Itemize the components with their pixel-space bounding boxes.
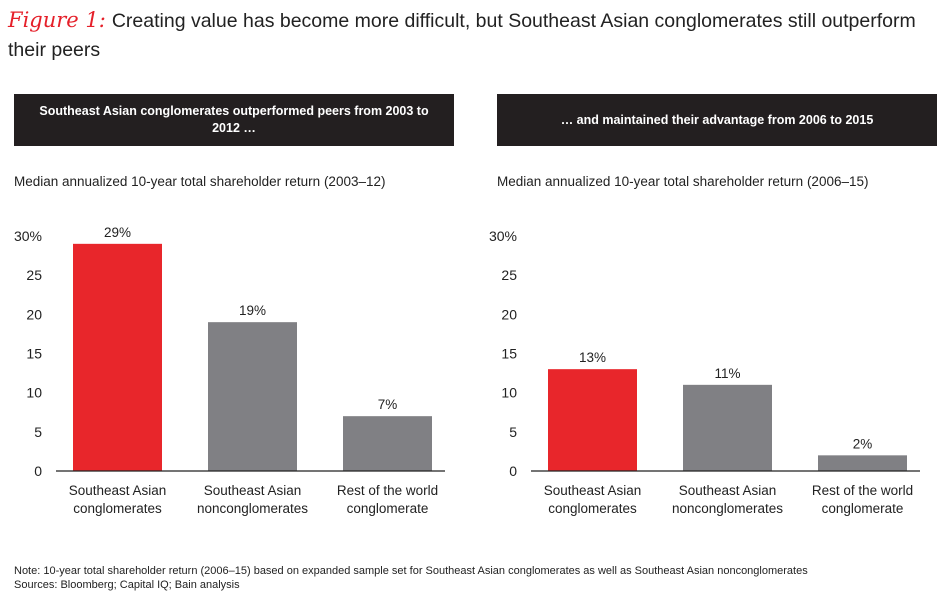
x-category-label: nonconglomerates <box>197 501 308 516</box>
bar <box>208 322 297 471</box>
y-tick-label: 5 <box>34 424 42 440</box>
x-category-label: conglomerate <box>822 501 904 516</box>
right-bar-chart: 0 5 10 15 20 25 30% 13% Southeast Asian conglomer… <box>489 228 920 516</box>
y-tick-label: 5 <box>509 424 517 440</box>
figure-title: Creating value has become more difficult… <box>8 10 916 61</box>
right-banner-text: … and maintained their advantage from 20… <box>560 112 874 127</box>
sources-text: Sources: Bloomberg; Capital IQ; Bain ana… <box>14 579 240 591</box>
bar <box>548 369 637 471</box>
figure-label: Figure 1: <box>8 8 106 32</box>
y-tick-label: 15 <box>501 346 517 362</box>
y-tick-label: 0 <box>509 463 517 479</box>
bar-value-label: 7% <box>378 397 398 412</box>
bar-value-label: 2% <box>853 436 873 451</box>
y-tick-label: 15 <box>26 346 42 362</box>
x-category-label: Southeast Asian <box>679 483 777 498</box>
bar <box>73 243 162 471</box>
left-banner-text: Southeast Asian conglomerates outperform… <box>39 104 429 135</box>
x-category-label: conglomerate <box>347 501 429 516</box>
bar-value-label: 19% <box>239 303 266 318</box>
bar <box>343 416 432 471</box>
bar-value-label: 11% <box>714 366 740 381</box>
x-category-label: Southeast Asian <box>544 483 642 498</box>
bar <box>818 455 907 471</box>
y-tick-label: 30% <box>14 228 42 244</box>
y-tick-label: 10 <box>26 385 42 401</box>
y-tick-label: 25 <box>501 267 517 283</box>
figure-title-block: Figure 1: Creating value has become more … <box>8 6 938 65</box>
right-chart-subtitle: Median annualized 10-year total sharehol… <box>497 174 869 189</box>
bar-value-label: 13% <box>579 350 606 365</box>
y-tick-label: 25 <box>26 267 42 283</box>
note-text: Note: 10-year total shareholder return (… <box>14 565 808 577</box>
left-chart-subtitle: Median annualized 10-year total sharehol… <box>14 174 386 189</box>
x-category-label: Rest of the world <box>812 483 913 498</box>
x-category-label: nonconglomerates <box>672 501 783 516</box>
left-bar-chart: 0 5 10 15 20 25 30% 29% Southeast Asian conglomer… <box>14 225 445 516</box>
right-panel-banner: … and maintained their advantage from 20… <box>497 94 937 146</box>
left-panel-banner: Southeast Asian conglomerates outperform… <box>14 94 454 146</box>
x-category-label: Southeast Asian <box>69 483 167 498</box>
x-category-label: conglomerates <box>548 501 637 516</box>
x-category-label: Rest of the world <box>337 483 438 498</box>
bar <box>683 384 772 471</box>
y-tick-label: 20 <box>26 306 42 322</box>
bar-value-label: 29% <box>104 225 131 240</box>
y-tick-label: 30% <box>489 228 517 244</box>
y-tick-label: 20 <box>501 306 517 322</box>
y-tick-label: 10 <box>501 385 517 401</box>
y-tick-label: 0 <box>34 463 42 479</box>
x-category-label: Southeast Asian <box>204 483 302 498</box>
x-category-label: conglomerates <box>73 501 162 516</box>
footnote: Note: 10-year total shareholder return (… <box>14 564 944 592</box>
